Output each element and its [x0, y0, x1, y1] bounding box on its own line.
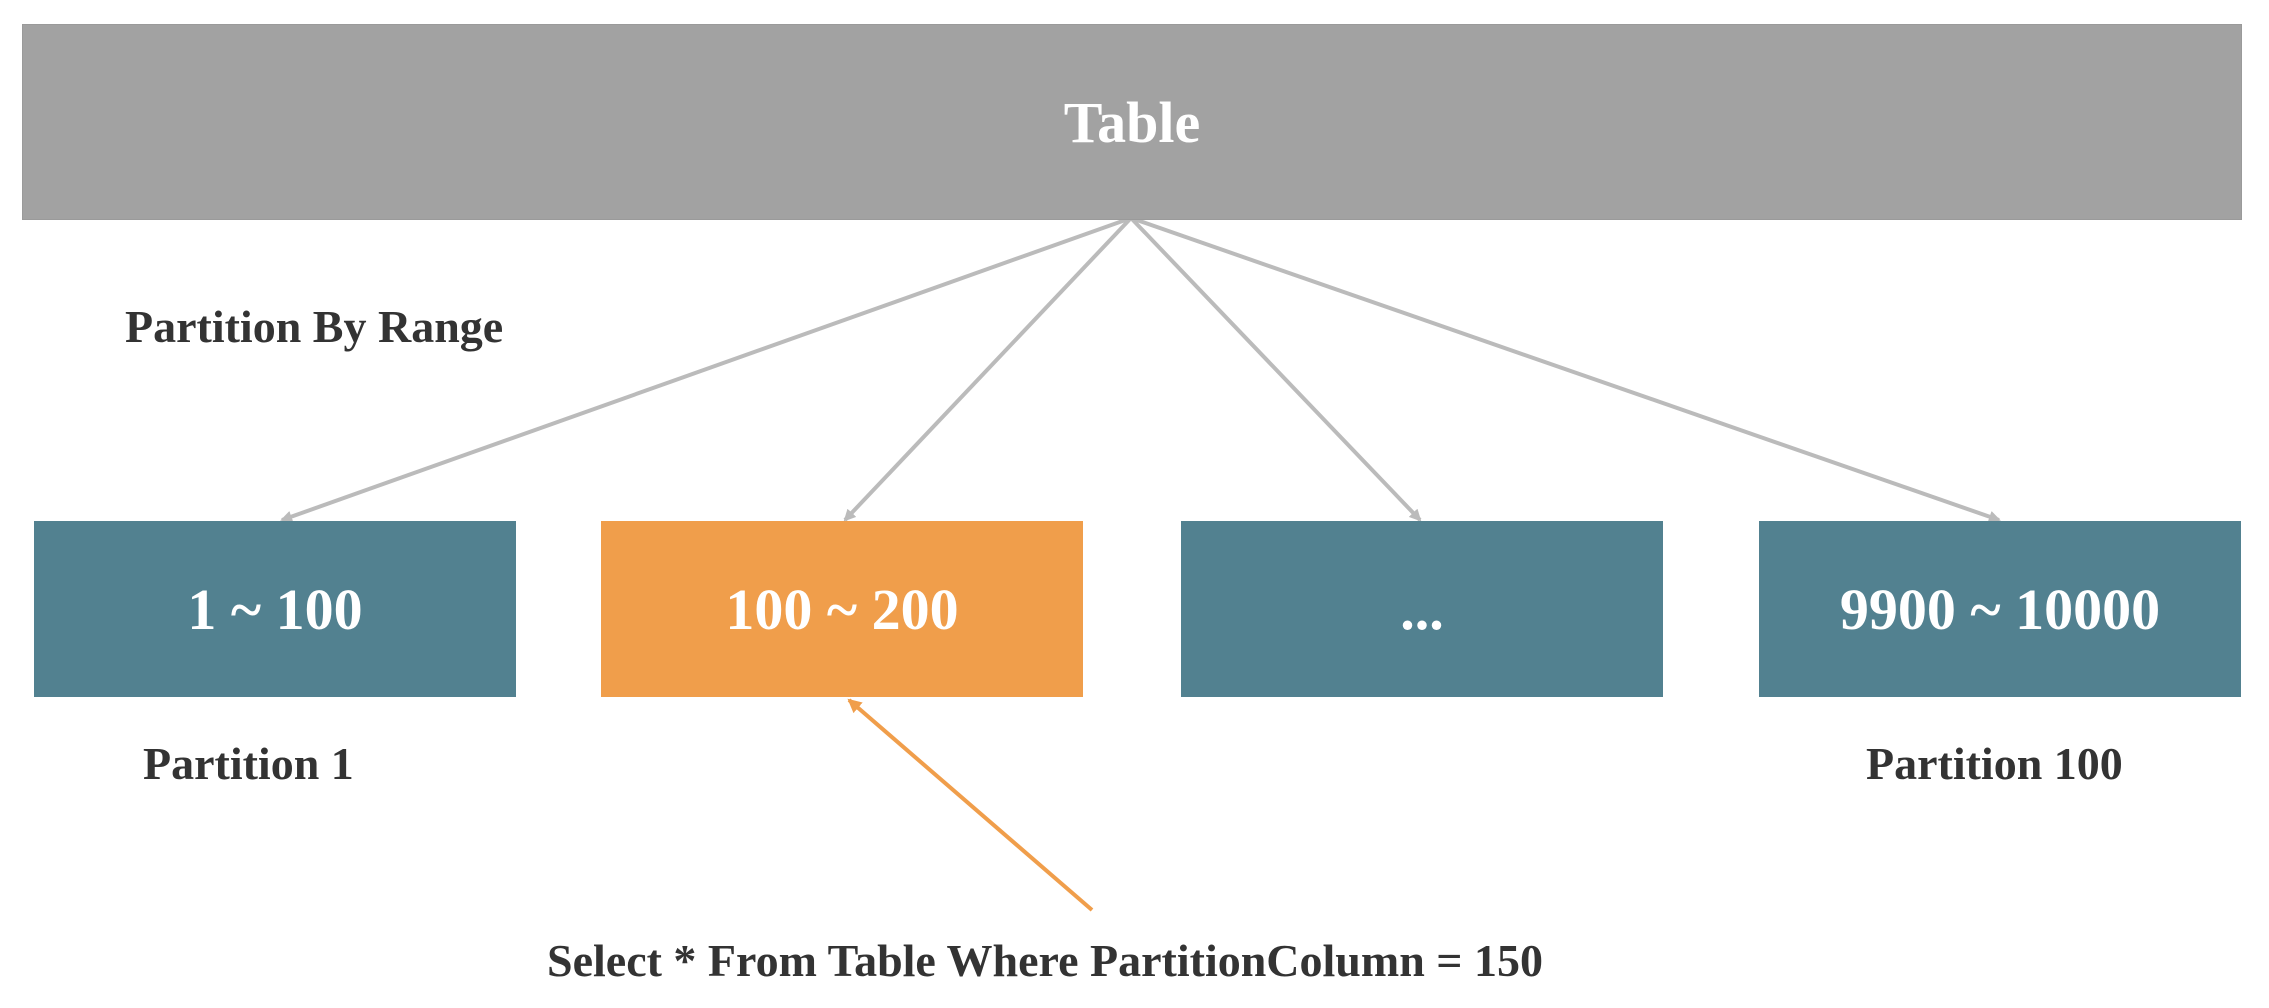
partition-box-ellipsis: ...: [1181, 521, 1663, 697]
connector-partition-1: [280, 216, 1132, 523]
connector-partition-3: [1129, 216, 1422, 522]
table-label: Table: [1063, 89, 1201, 155]
partition-1-label: Partition 1: [143, 738, 354, 789]
partition-range-100: 9900 ~ 10000: [1839, 576, 2161, 642]
partition-range-2: 100 ~ 200: [725, 576, 959, 642]
partition-range-1: 1 ~ 100: [187, 576, 363, 642]
query-arrow: [847, 698, 1094, 912]
partition-range-ellipsis: ...: [1400, 576, 1444, 642]
partition-method-label: Partition By Range: [125, 301, 504, 352]
partition-box-100: 9900 ~ 10000: [1759, 521, 2241, 697]
partition-100-label: Partition 100: [1866, 738, 2123, 789]
partition-box-1: 1 ~ 100: [34, 521, 516, 697]
table-box: Table: [22, 24, 2242, 220]
connector-partition-100: [1130, 216, 2001, 523]
partition-box-2: 100 ~ 200: [601, 521, 1083, 697]
query-text: Select * From Table Where PartitionColum…: [547, 935, 1544, 986]
connector-partition-2: [843, 216, 1133, 522]
